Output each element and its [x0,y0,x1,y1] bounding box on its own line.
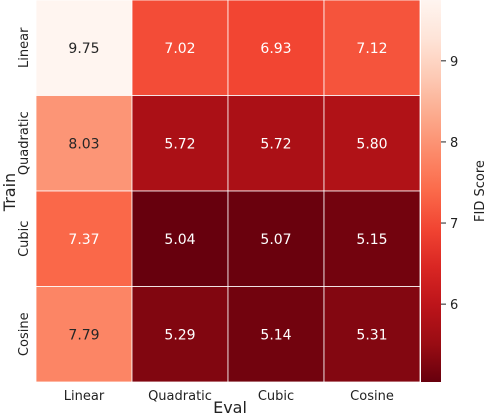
heatmap-cell [227,190,325,287]
x-axis-ticks: Linear Quadratic Cubic Cosine [64,389,394,404]
x-tick-label: Cosine [350,389,394,404]
y-tick-label: Cosine [17,312,32,356]
heatmap-cells [35,0,421,383]
cell-value-label: 7.02 [164,41,195,57]
colorbar-label: FID Score [473,160,488,222]
heatmap-cell [35,286,133,383]
x-axis-label: Eval [213,398,247,417]
y-axis-label: Train [0,173,19,212]
cell-value-label: 7.12 [356,41,387,57]
cell-value-label: 5.72 [260,136,291,152]
cell-value-label: 8.03 [68,136,99,152]
cell-value-label: 5.29 [164,327,195,343]
heatmap-cell [35,0,133,96]
cell-value-label: 5.07 [260,232,291,248]
heatmap-cell [227,0,325,96]
cell-value-label: 7.37 [68,232,99,248]
cell-value-labels: 9.75 7.02 6.93 7.12 8.03 5.72 5.72 5.80 7.37 5.04… [68,41,387,344]
heatmap-cell [35,190,133,287]
heatmap-cell [131,286,229,383]
y-tick-label: Cubic [17,221,32,257]
cell-value-label: 5.72 [164,136,195,152]
heatmap-cell [323,0,421,96]
cell-value-label: 6.93 [260,41,291,57]
y-tick-label: Linear [17,27,32,68]
x-tick-label: Linear [64,389,105,404]
colorbar-ticks: 6 7 8 9 [441,55,458,313]
heatmap-cell [323,95,421,192]
cell-value-label: 7.79 [68,327,99,343]
colorbar-tick-label: 6 [450,298,458,313]
heatmap-cell [131,0,229,96]
x-tick-label: Cubic [258,389,294,404]
cell-value-label: 5.14 [260,327,291,343]
colorbar [421,0,441,382]
cell-value-label: 5.31 [356,327,387,343]
y-tick-label: Quadratic [17,111,32,175]
heatmap-cell [131,190,229,287]
colorbar-tick-label: 8 [450,136,458,151]
colorbar-tick-label: 7 [450,217,458,232]
x-tick-label: Quadratic [148,389,212,404]
cell-value-label: 9.75 [68,41,99,57]
cell-value-label: 5.15 [356,232,387,248]
cell-value-label: 5.80 [356,136,387,152]
heatmap-cell [323,286,421,383]
colorbar-tick-label: 9 [450,55,458,70]
cell-value-label: 5.04 [164,232,195,248]
y-axis-ticks: Linear Quadratic Cubic Cosine [17,27,32,356]
heatmap-cell [227,286,325,383]
heatmap-cell [35,95,133,192]
